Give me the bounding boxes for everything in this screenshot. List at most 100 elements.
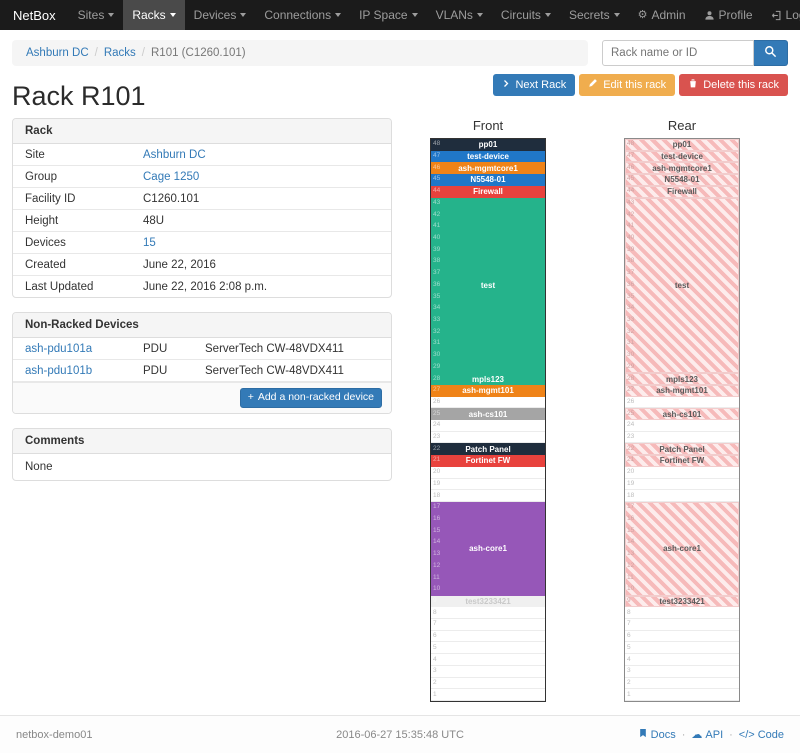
unit-number: 26: [627, 397, 635, 405]
breadcrumb-site-link[interactable]: Ashburn DC: [26, 47, 89, 59]
page-title: Rack R101: [12, 81, 146, 111]
search-input[interactable]: [602, 40, 754, 66]
device-block-fortinet-fw[interactable]: Fortinet FW: [431, 455, 545, 467]
device-block-ash-mgmt101[interactable]: ash-mgmt101: [625, 384, 739, 397]
device-block-ash-core1[interactable]: ash-core1: [431, 501, 545, 596]
unit-number: 24: [433, 421, 441, 429]
device-block-mpls123[interactable]: mpls123: [625, 373, 739, 385]
api-link[interactable]: ☁ API: [691, 728, 724, 742]
group-link[interactable]: Cage 1250: [143, 170, 200, 183]
next-rack-button[interactable]: Next Rack: [493, 74, 576, 97]
unit-number: 1: [433, 690, 437, 698]
unit-number: 2: [433, 678, 437, 686]
device-block-pp01[interactable]: pp01: [625, 139, 739, 151]
device-block-mpls123[interactable]: mpls123: [431, 373, 545, 385]
breadcrumb-racks-link[interactable]: Racks: [103, 47, 136, 59]
table-row-site: Site Ashburn DC: [13, 144, 391, 166]
unit-number: 38: [627, 257, 635, 265]
edit-rack-button[interactable]: Edit this rack: [579, 74, 676, 97]
unit-number: 40: [627, 233, 635, 241]
device-block-firewall[interactable]: Firewall: [431, 185, 545, 198]
rack-unit-3: 3: [625, 666, 739, 678]
nav-item-racks[interactable]: Racks: [123, 0, 185, 30]
device-block-test[interactable]: test: [431, 197, 545, 374]
search-button[interactable]: [754, 40, 788, 66]
rack-unit-5: 5: [625, 642, 739, 655]
admin-link[interactable]: ⚙ Admin: [637, 8, 686, 22]
unit-number: 42: [627, 210, 635, 218]
code-link[interactable]: </> Code: [738, 728, 784, 741]
unit-number: 10: [433, 585, 441, 592]
rack-unit-4: 4: [431, 654, 545, 666]
unit-number: 27: [627, 385, 635, 393]
device-block-fortinet-fw[interactable]: Fortinet FW: [625, 455, 739, 467]
unit-number: 8: [433, 608, 437, 616]
trash-icon: [688, 78, 698, 92]
rack-elevation-rear: 48 47 46 45 44 43 42 41 40 39 38 37 36 35 34 33 32 31 30 29…: [624, 138, 740, 702]
unit-number: 37: [627, 268, 635, 276]
device-block-patch-panel[interactable]: Patch Panel: [431, 443, 545, 456]
device-block-test[interactable]: test: [625, 197, 739, 374]
rack-unit-20: 20: [431, 467, 545, 479]
add-non-racked-device-button[interactable]: + Add a non-racked device: [239, 388, 382, 408]
delete-rack-button[interactable]: Delete this rack: [679, 74, 788, 97]
device-block-patch-panel[interactable]: Patch Panel: [625, 443, 739, 456]
device-block-ash-mgmtcore1[interactable]: ash-mgmtcore1: [625, 162, 739, 175]
unit-number: 14: [627, 538, 635, 546]
unit-number: 28: [627, 374, 635, 382]
profile-link[interactable]: Profile: [695, 0, 762, 30]
unit-number: 17: [433, 503, 441, 511]
device-block-test3233421[interactable]: test3233421: [431, 595, 545, 608]
docs-link[interactable]: Docs: [638, 728, 676, 741]
device-block-test-device[interactable]: test-device: [625, 150, 739, 163]
nav-item-circuits[interactable]: Circuits: [492, 0, 560, 30]
rack-unit-6: 6: [625, 631, 739, 643]
unit-number: 7: [433, 620, 437, 628]
device-block-test3233421[interactable]: test3233421: [625, 595, 739, 608]
device-block-test-device[interactable]: test-device: [431, 150, 545, 163]
rack-unit-1: 1: [431, 689, 545, 701]
unit-number: 48: [627, 140, 635, 148]
device-block-ash-mgmtcore1[interactable]: ash-mgmtcore1: [431, 162, 545, 175]
table-row-created: Created June 22, 2016: [13, 254, 391, 276]
device-link[interactable]: ash-pdu101a: [25, 342, 93, 355]
unit-number: 9: [627, 596, 631, 604]
rack-unit-18: 18: [431, 490, 545, 502]
rack-elevations: Front 48 47 46 45 44 43 42 41 40 39 38 37 36 35 34 33 32…: [430, 118, 740, 702]
device-block-ash-core1[interactable]: ash-core1: [625, 501, 739, 596]
rack-unit-19: 19: [431, 479, 545, 491]
nav-item-connections[interactable]: Connections: [255, 0, 350, 30]
unit-number: 32: [433, 327, 441, 335]
device-block-ash-cs101[interactable]: ash-cs101: [431, 408, 545, 420]
site-link[interactable]: Ashburn DC: [143, 148, 206, 161]
unit-number: 31: [627, 339, 635, 347]
chevron-down-icon: [476, 13, 483, 17]
device-block-n5548-01[interactable]: N5548-01: [431, 174, 545, 186]
gear-icon: ⚙: [637, 8, 648, 21]
rack-unit-8: 8: [431, 607, 545, 620]
chevron-down-icon: [108, 13, 115, 17]
netbox-brand[interactable]: NetBox: [13, 7, 56, 23]
device-link[interactable]: ash-pdu101b: [25, 364, 93, 377]
rack-unit-7: 7: [625, 619, 739, 631]
nav-item-secrets[interactable]: Secrets: [560, 0, 629, 30]
table-row-last-updated: Last Updated June 22, 2016 2:08 p.m.: [25, 280, 268, 293]
unit-number: 38: [433, 257, 441, 265]
rack-unit-1: 1: [625, 689, 739, 701]
nav-item-vlans[interactable]: VLANs: [427, 0, 492, 30]
nav-item-devices[interactable]: Devices: [185, 0, 256, 30]
rack-elevation-front: 48 47 46 45 44 43 42 41 40 39 38 37 36 35 34 33 32 31 30 29…: [430, 138, 546, 702]
device-block-firewall[interactable]: Firewall: [625, 185, 739, 198]
devices-count-link[interactable]: 15: [143, 236, 156, 249]
unit-number: 3: [627, 666, 631, 674]
comments-panel-title: Comments: [13, 428, 391, 454]
logout-link[interactable]: Log out: [762, 0, 800, 30]
nav-item-ip-space[interactable]: IP Space: [350, 0, 426, 30]
device-block-pp01[interactable]: pp01: [431, 139, 545, 151]
device-block-ash-mgmt101[interactable]: ash-mgmt101: [431, 384, 545, 397]
device-block-ash-cs101[interactable]: ash-cs101: [625, 408, 739, 420]
device-block-n5548-01[interactable]: N5548-01: [625, 174, 739, 186]
nav-item-sites[interactable]: Sites: [69, 0, 124, 30]
front-elevation: Front 48 47 46 45 44 43 42 41 40 39 38 37 36 35 34 33 32…: [430, 118, 546, 702]
unit-number: 9: [433, 596, 437, 604]
